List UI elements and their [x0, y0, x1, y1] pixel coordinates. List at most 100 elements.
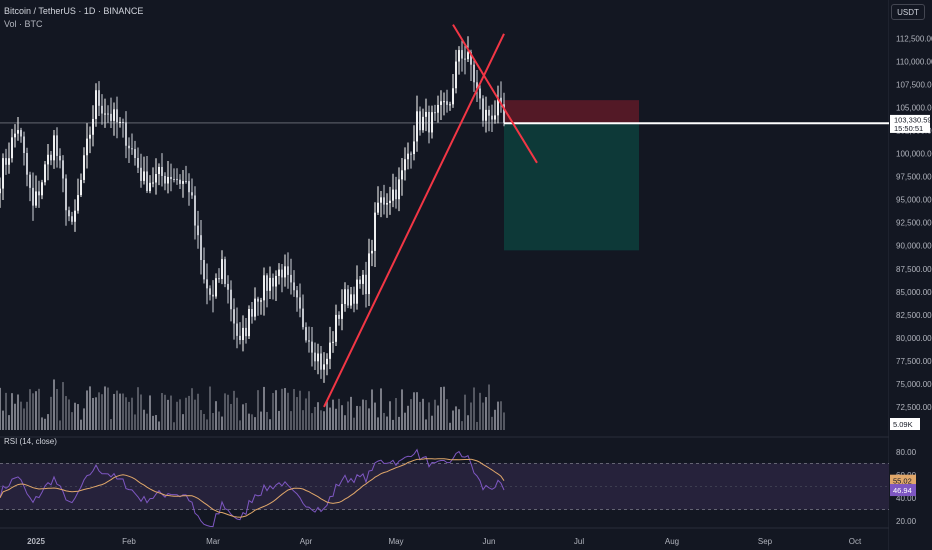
candle-body	[254, 298, 256, 317]
volume-bar	[380, 388, 382, 430]
volume-bar	[368, 408, 370, 430]
time-tick-label: Jul	[574, 537, 584, 546]
candle-body	[389, 200, 391, 204]
rsi-ma-line	[0, 458, 505, 518]
volume-bar	[245, 402, 247, 430]
candle-body	[203, 259, 205, 280]
volume-bar	[350, 396, 352, 430]
volume-bar	[182, 414, 184, 430]
price-tick-label: 92,500.00	[896, 219, 932, 228]
volume-bar	[464, 394, 466, 430]
price-tick-label: 100,000.00	[896, 150, 932, 159]
candle-body	[395, 189, 397, 200]
candle-body	[17, 130, 19, 134]
candle-body	[215, 278, 217, 297]
candle-body	[209, 288, 211, 295]
volume-bar	[416, 392, 418, 430]
volume-bar	[239, 420, 241, 430]
price-tick-label: 110,000.00	[896, 57, 932, 66]
volume-bar	[2, 410, 4, 430]
volume-badge: 5.09K	[890, 418, 920, 430]
volume-bar	[209, 386, 211, 430]
volume-bar	[173, 422, 175, 430]
volume-bar	[419, 401, 421, 430]
symbol-title[interactable]: Bitcoin / TetherUS · 1D · BINANCE	[4, 6, 144, 16]
candle-body	[344, 289, 346, 305]
candle-body	[200, 235, 202, 260]
volume-bar	[413, 392, 415, 430]
candle-body	[146, 171, 148, 192]
candle-body	[110, 113, 112, 121]
volume-bar	[470, 402, 472, 430]
price-tick-label: 112,500.00	[896, 34, 932, 43]
time-tick-label: Oct	[849, 537, 862, 546]
volume-bar	[386, 416, 388, 430]
volume-bar	[260, 411, 262, 430]
volume-bar	[395, 398, 397, 430]
volume-bar	[446, 399, 448, 430]
candle-body	[311, 341, 313, 353]
volume-bar	[377, 417, 379, 430]
volume-bar	[410, 399, 412, 430]
candle-body	[365, 274, 367, 295]
candle-body	[206, 279, 208, 289]
candle-body	[134, 149, 136, 158]
candle-body	[266, 275, 268, 291]
time-tick-label: Sep	[758, 537, 773, 546]
candlesticks	[0, 36, 505, 383]
candle-body	[431, 112, 433, 133]
candle-body	[290, 274, 292, 283]
candle-body	[485, 109, 487, 121]
candle-body	[56, 135, 58, 156]
volume-bar	[458, 409, 460, 430]
candle-body	[479, 88, 481, 99]
volume-bar	[59, 420, 61, 430]
candle-body	[299, 297, 301, 309]
volume-bar	[47, 414, 49, 430]
volume-bar	[0, 387, 1, 430]
candle-body	[422, 116, 424, 131]
candle-body	[71, 216, 73, 222]
candle-body	[68, 210, 70, 217]
candle-body	[410, 153, 412, 155]
volume-bar	[170, 395, 172, 430]
volume-bar	[254, 417, 256, 430]
volume-bar	[137, 387, 139, 430]
candle-body	[131, 148, 133, 150]
volume-bar	[110, 419, 112, 430]
volume-bar	[437, 405, 439, 430]
volume-bar	[434, 399, 436, 430]
candle-body	[329, 342, 331, 359]
volume-bar	[476, 421, 478, 430]
candle-body	[20, 130, 22, 137]
candle-body	[119, 121, 121, 123]
candle-body	[302, 308, 304, 328]
candle-body	[503, 104, 505, 123]
volume-bar	[317, 402, 319, 430]
candle-body	[287, 266, 289, 275]
volume-bar	[323, 411, 325, 430]
volume-bar	[500, 401, 502, 430]
current-price-label: 103,330.59	[894, 115, 932, 124]
volume-bar	[461, 421, 463, 430]
volume-bar	[251, 414, 253, 430]
volume-bar	[467, 415, 469, 430]
candle-body	[305, 327, 307, 341]
currency-button[interactable]: USDT	[891, 4, 925, 20]
volume-bar	[302, 410, 304, 430]
volume-bar	[98, 392, 100, 430]
candle-body	[44, 164, 46, 183]
volume-bar	[104, 386, 106, 430]
candle-body	[407, 153, 409, 160]
volume-bar	[389, 401, 391, 430]
volume-bar	[491, 416, 493, 430]
price-tick-label: 80,000.00	[896, 334, 932, 343]
volume-bar	[281, 388, 283, 430]
price-tick-label: 107,500.00	[896, 80, 932, 89]
volume-bar	[155, 415, 157, 430]
candle-body	[335, 314, 337, 342]
candle-body	[92, 118, 94, 135]
candle-body	[173, 179, 175, 181]
volume-bar	[50, 396, 52, 430]
